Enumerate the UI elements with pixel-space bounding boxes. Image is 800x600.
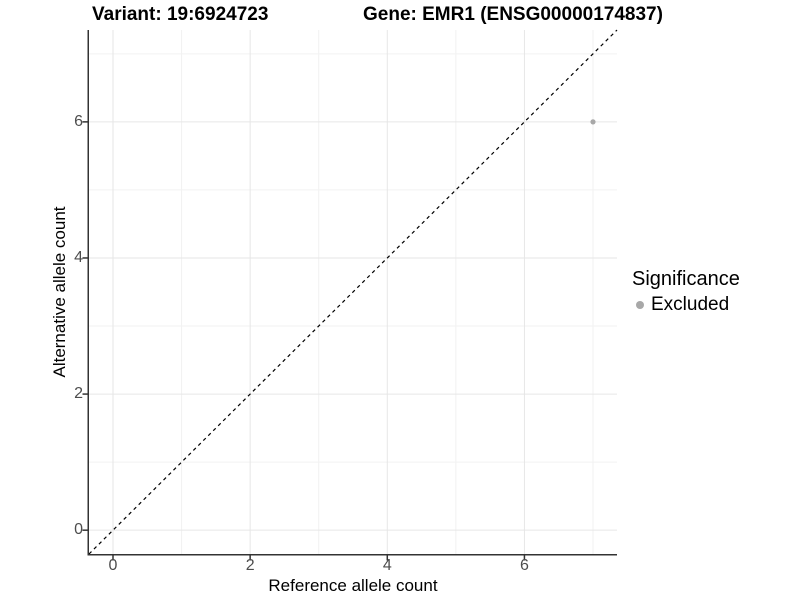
y-tick-label: 2 (74, 385, 83, 403)
y-tick-label: 0 (74, 521, 83, 539)
identity-reference-line (88, 29, 618, 555)
x-tick-label: 2 (245, 557, 255, 574)
legend-item-label: Excluded (651, 294, 730, 315)
y-tick-label: 4 (74, 248, 83, 266)
data-point (590, 119, 596, 125)
legend: Significance Excluded (632, 268, 740, 316)
legend-item-excluded: Excluded (632, 294, 740, 316)
x-tick-label: 4 (382, 557, 392, 574)
y-tick-label: 6 (74, 112, 83, 130)
y-axis-title: Alternative allele count (50, 206, 69, 378)
x-axis-title: Reference allele count (268, 576, 438, 595)
variant-title: Variant: 19:6924723 (92, 4, 269, 25)
legend-title: Significance (632, 268, 740, 290)
x-tick-label: 0 (108, 557, 118, 574)
x-tick-label: 6 (519, 557, 529, 574)
excluded-point-icon (636, 301, 644, 309)
gene-title: Gene: EMR1 (ENSG00000174837) (363, 4, 663, 25)
